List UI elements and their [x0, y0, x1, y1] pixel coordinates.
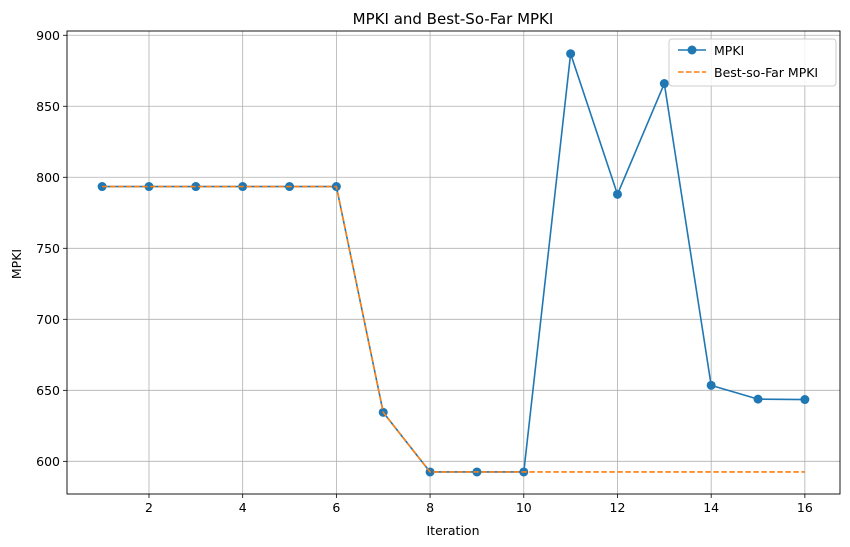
- mpki-data-point: [566, 49, 576, 59]
- y-tick-label: 700: [36, 312, 60, 327]
- x-tick-label: 4: [239, 500, 247, 515]
- mpki-data-point: [800, 395, 810, 405]
- y-tick-label: 900: [36, 28, 60, 43]
- series-layer: [97, 49, 810, 477]
- mpki-series-line: [102, 52, 805, 473]
- chart-title: MPKI and Best-So-Far MPKI: [353, 10, 554, 28]
- y-tick-label: 650: [36, 383, 60, 398]
- legend-box: [668, 38, 837, 87]
- plot-frame: [66, 30, 841, 495]
- axis-ticks: 2 4 6 8 10 12 14 16 600 650 700 750 800 850 900: [36, 28, 813, 515]
- y-tick-label: 600: [36, 454, 60, 469]
- y-tick-label: 850: [36, 99, 60, 114]
- mpki-data-point: [753, 394, 763, 404]
- x-tick-label: 12: [610, 500, 626, 515]
- y-axis-label: MPKI: [9, 249, 24, 279]
- x-axis-label: Iteration: [426, 523, 479, 538]
- legend: MPKI Best-so-Far MPKI: [668, 38, 837, 87]
- best-so-far-mpki-series-line: [102, 185, 805, 473]
- x-tick-label: 2: [145, 500, 153, 515]
- legend-label-best-so-far: Best-so-Far MPKI: [714, 65, 818, 80]
- x-tick-label: 16: [797, 500, 813, 515]
- legend-label-mpki: MPKI: [714, 43, 744, 58]
- mpki-data-point: [706, 380, 716, 390]
- y-tick-label: 800: [36, 170, 60, 185]
- y-tick-label: 750: [36, 241, 60, 256]
- mpki-data-point: [612, 189, 622, 199]
- x-tick-label: 8: [426, 500, 434, 515]
- legend-mpki-marker-swatch: [687, 45, 697, 55]
- mpki-data-point: [659, 79, 669, 89]
- mpki-data-point: [191, 182, 201, 192]
- x-tick-label: 6: [332, 500, 340, 515]
- x-tick-label: 14: [703, 500, 719, 515]
- mpki-data-point: [144, 182, 154, 192]
- x-tick-label: 10: [516, 500, 532, 515]
- grid-lines: [67, 31, 840, 494]
